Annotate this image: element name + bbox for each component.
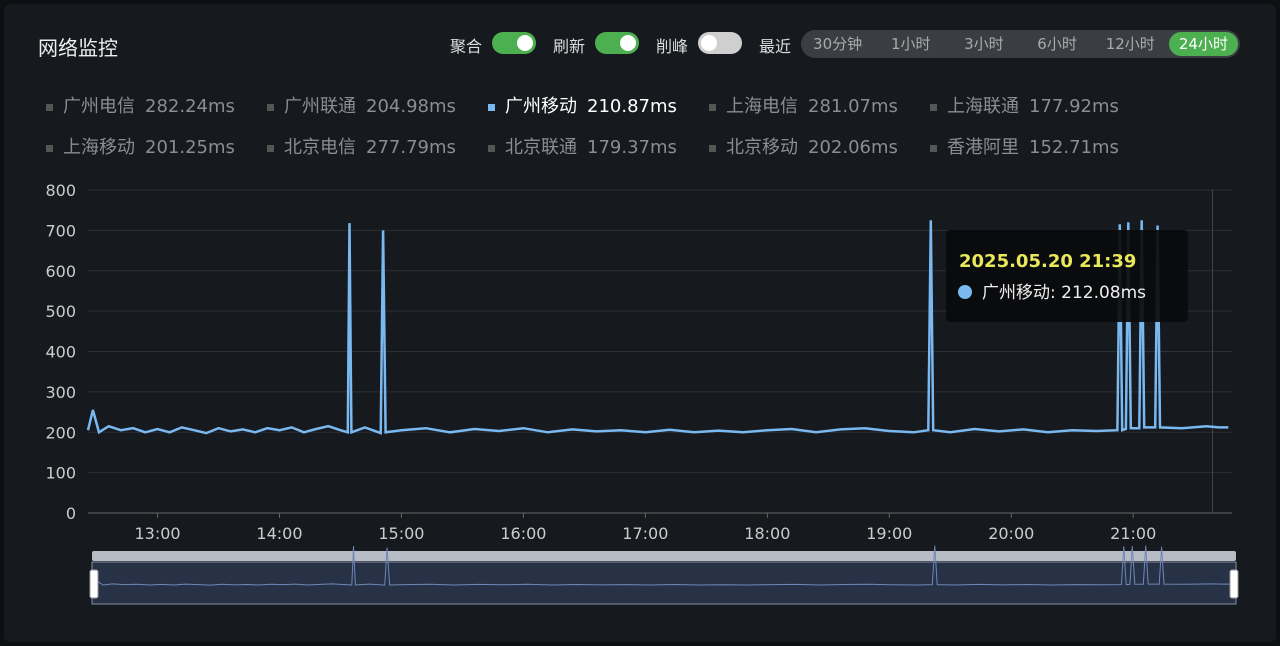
legend-name: 上海电信 [726,96,798,117]
legend-name: 广州联通 [284,96,356,117]
legend-name: 香港阿里 [947,137,1019,158]
range-button[interactable]: 30分钟 [813,35,863,53]
legend-value: 277.79ms [366,137,456,158]
x-tick-label: 21:00 [1110,524,1156,543]
x-tick-label: 16:00 [500,524,546,543]
legend-marker [488,144,495,152]
legend-marker [46,103,53,111]
range-button[interactable]: 6小时 [1037,35,1077,53]
toggle-switch[interactable] [698,32,742,54]
legend-marker [930,144,937,152]
range-button[interactable]: 12小时 [1105,35,1155,53]
panel: 网络监控 聚合 刷新 削峰 最近 30分钟 1小时 3小时 6小时 12小时 24小时 广州电信 2… [4,4,1276,642]
y-tick-label: 500 [45,302,76,321]
series-line [86,220,1229,435]
y-tick-label: 0 [66,504,76,523]
legend-name: 北京移动 [726,137,798,158]
legend-name: 上海联通 [947,96,1019,117]
toggle-label: 削峰 [656,37,689,56]
legend-item[interactable]: 上海联通 177.92ms [930,92,1119,118]
y-tick-label: 300 [45,383,76,402]
legend-value: 152.71ms [1029,137,1119,158]
legend-name: 上海移动 [63,137,135,158]
y-tick-label: 600 [45,262,76,281]
range-button[interactable]: 1小时 [890,35,931,53]
chart: 0 100 200 300 400 500 600 700 800 13:00 14:00 15:00… [45,181,1239,605]
legend-item[interactable]: 广州联通 204.98ms [267,92,456,118]
tooltip-dot [958,285,972,299]
tooltip-label: 广州移动: 212.08ms [982,283,1146,303]
x-tick-label: 19:00 [866,524,912,543]
legend-name: 北京电信 [284,137,356,158]
x-tick-label: 18:00 [744,524,790,543]
legend-value: 204.98ms [366,96,456,117]
toggle-label: 刷新 [553,37,586,56]
legend-item[interactable]: 北京移动 202.06ms [709,133,898,159]
toggle-label: 聚合 [450,37,483,56]
legend-value: 282.24ms [145,96,235,117]
y-tick-label: 200 [45,423,76,442]
legend-value: 177.92ms [1029,96,1119,117]
legend-value: 201.25ms [145,137,235,158]
legend-item[interactable]: 上海电信 281.07ms [709,92,898,118]
legend-value: 202.06ms [808,137,898,158]
toggle-switch[interactable] [595,32,639,54]
legend-item[interactable]: 广州电信 282.24ms [46,92,235,118]
navigator-handle[interactable] [89,569,99,599]
legend-name: 广州电信 [63,96,135,117]
x-tick-label: 17:00 [622,524,668,543]
x-tick-label: 15:00 [378,524,424,543]
legend-item[interactable]: 上海移动 201.25ms [46,133,235,159]
y-tick-label: 700 [45,221,76,240]
tooltip-box [946,230,1188,322]
title: 网络监控 [38,36,118,60]
x-tick-label: 14:00 [256,524,302,543]
legend-item[interactable]: 北京电信 277.79ms [267,133,456,159]
knob [620,35,636,51]
navigator-handle[interactable] [1229,569,1239,599]
legend-marker [930,103,937,111]
legend-value: 210.87ms [587,96,677,117]
knob [517,35,533,51]
legend-marker [709,103,716,111]
legend-item[interactable]: 香港阿里 152.71ms [930,133,1119,159]
toggle-switch[interactable] [492,32,536,54]
navigator-bar [92,551,1236,561]
range-group: 30分钟 1小时 3小时 6小时 12小时 24小时 [801,30,1240,58]
range-button[interactable]: 24小时 [1168,32,1238,56]
legend-marker [267,103,274,111]
legend-item[interactable]: 广州移动 210.87ms [488,92,677,118]
legend-value: 281.07ms [808,96,898,117]
y-tick-label: 100 [45,464,76,483]
legend-item[interactable]: 北京联通 179.37ms [488,133,677,159]
y-tick-label: 800 [45,181,76,200]
legend-marker [46,144,53,152]
legend-value: 179.37ms [587,137,677,158]
series-line [91,545,1233,586]
legend-marker [267,144,274,152]
tooltip-title: 2025.05.20 21:39 [959,251,1136,272]
navigator [91,561,1237,605]
legend-marker [709,144,716,152]
y-tick-label: 400 [45,343,76,362]
range-label: 最近 [759,37,792,56]
range-button[interactable]: 3小时 [964,35,1004,53]
x-tick-label: 20:00 [988,524,1034,543]
x-tick-label: 13:00 [134,524,180,543]
tooltip: 2025.05.20 21:39 广州移动: 212.08ms [946,230,1188,322]
legend-marker [488,103,495,111]
legend-name: 广州移动 [505,96,577,117]
knob [701,35,717,51]
legend-name: 北京联通 [505,137,577,158]
